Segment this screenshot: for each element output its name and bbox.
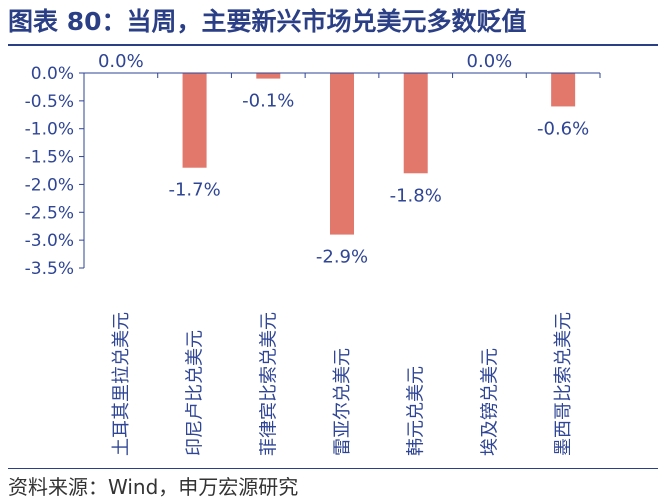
y-tick-label: -3.5%: [25, 259, 74, 279]
data-label: -1.8%: [390, 185, 442, 206]
category-label: 墨西哥比索兑美元: [553, 312, 574, 456]
data-label: -1.7%: [168, 180, 220, 201]
bar: [330, 73, 354, 235]
data-label: 0.0%: [98, 51, 144, 72]
bar: [403, 73, 428, 174]
y-tick-label: -1.5%: [25, 148, 74, 168]
bar: [256, 73, 281, 79]
source-note: 资料来源：Wind，申万宏源研究: [8, 475, 299, 499]
category-label: 印尼卢比兑美元: [185, 330, 206, 456]
data-label: -2.9%: [316, 247, 368, 268]
y-tick-label: -2.5%: [25, 203, 74, 223]
category-label: 韩元兑美元: [406, 366, 427, 456]
category-label: 埃及镑兑美元: [479, 348, 500, 456]
category-label: 雷亚尔兑美元: [332, 348, 353, 456]
y-tick-label: -3.0%: [25, 231, 74, 251]
data-label: -0.1%: [242, 91, 294, 112]
y-tick-label: 0.0%: [31, 64, 74, 84]
bar: [182, 73, 207, 168]
footer-divider: [8, 468, 658, 469]
chart-title: 图表 80：当周，主要新兴市场兑美元多数贬值: [8, 7, 527, 36]
data-label: -0.6%: [537, 118, 589, 139]
y-tick-label: -0.5%: [25, 92, 74, 112]
y-tick-label: -2.0%: [25, 175, 74, 195]
data-label: 0.0%: [467, 51, 513, 72]
title-divider: [8, 44, 658, 46]
category-label: 菲律宾比索兑美元: [258, 312, 279, 456]
bar: [551, 73, 576, 107]
category-label: 土耳其里拉兑美元: [111, 312, 132, 456]
bar-chart: 0.0% -0.5% -1.0% -1.5% -2.0% -2.5% -3.0% -3.5% 0…: [25, 51, 601, 456]
y-tick-label: -1.0%: [25, 120, 74, 140]
